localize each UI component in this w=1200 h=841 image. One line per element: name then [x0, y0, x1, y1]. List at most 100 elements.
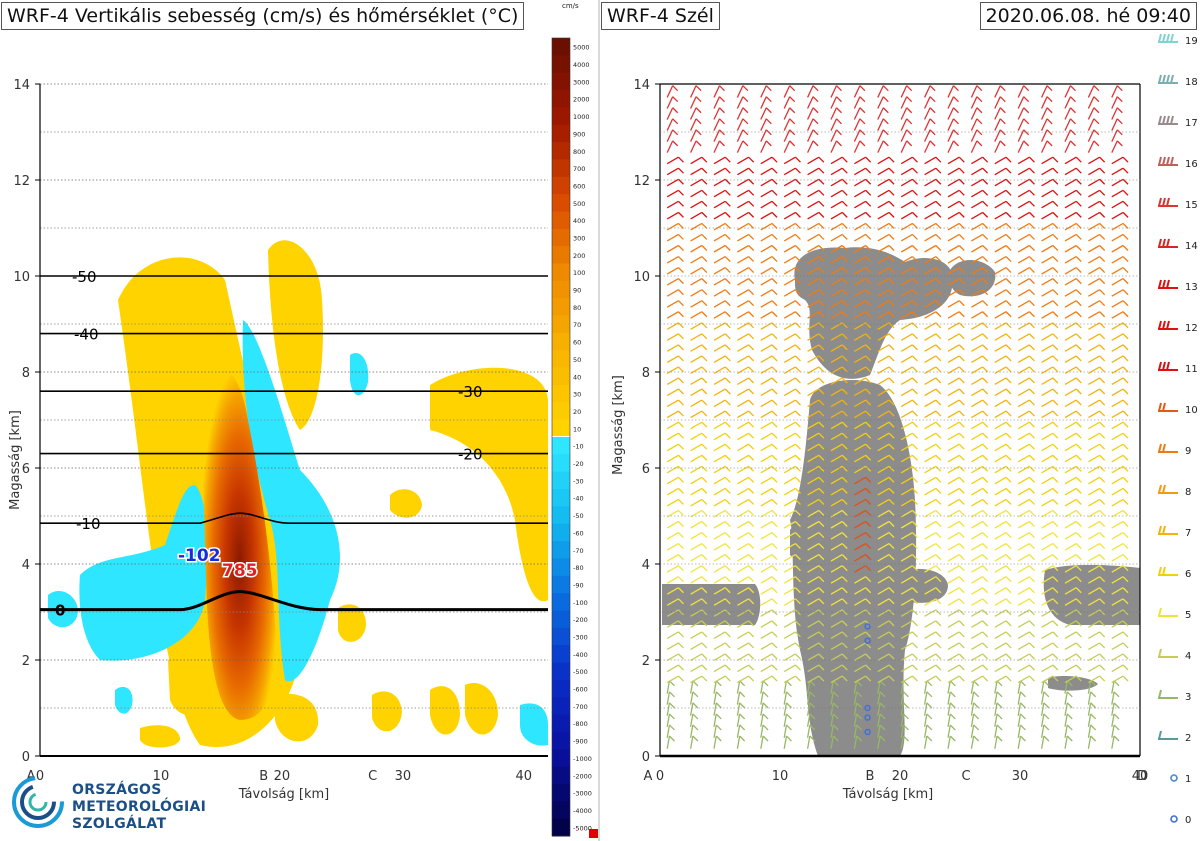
wind-barb-flag	[1099, 543, 1106, 550]
wind-legend-label: 16	[1185, 159, 1198, 170]
wind-barb-flag	[949, 713, 956, 720]
wind-barb-shaft	[1017, 366, 1030, 375]
wind-barb-shaft	[877, 233, 890, 242]
wind-barb-flag	[1028, 333, 1035, 340]
wind-barb-shaft	[713, 713, 717, 727]
wind-barb	[666, 289, 684, 297]
wind-barb-shaft	[1041, 211, 1054, 220]
wind-barb-shaft	[1088, 653, 1100, 662]
wind-barb-shaft	[1064, 388, 1077, 397]
wind-barb-shaft	[877, 724, 881, 738]
wind-barb-shaft	[666, 85, 674, 98]
wind-barb-shaft	[807, 289, 820, 297]
wind-barb-shaft	[1088, 587, 1100, 595]
wind-barb-shaft	[947, 587, 960, 595]
updraft-cell-small-7	[140, 725, 180, 748]
wind-barb-flag	[935, 576, 942, 583]
wind-barb-shaft	[1111, 520, 1124, 529]
wind-barb	[807, 421, 825, 430]
wind-barb-flag	[888, 289, 895, 296]
wind-barb-flag	[1122, 620, 1129, 627]
wind-barb-shaft	[713, 377, 726, 386]
wind-barb-shaft	[994, 96, 1001, 109]
wind-barb-shaft	[971, 211, 983, 220]
wind-barb-flag	[976, 96, 983, 103]
wind-barb-flag	[1099, 377, 1106, 384]
wind-barb	[994, 702, 1003, 716]
wind-barb	[1017, 487, 1035, 496]
wind-barb	[713, 255, 731, 264]
wind-barb-flag	[906, 129, 913, 136]
wind-barb	[1041, 107, 1053, 120]
wind-barb-flag	[701, 664, 708, 671]
wind-barb-flag	[1070, 129, 1076, 136]
wind-barb	[830, 189, 848, 198]
wind-barb	[760, 653, 778, 662]
wind-barb-flag	[1023, 140, 1030, 147]
wind-barb	[783, 311, 801, 319]
colorbar-label: 30	[573, 391, 581, 399]
wind-barb-shaft	[854, 167, 866, 176]
wind-barb	[924, 255, 942, 264]
wind-barb-shaft	[1017, 642, 1030, 651]
wind-barb-flag	[1028, 267, 1035, 274]
wind-barb-shaft	[994, 691, 998, 705]
wind-barb-flag	[748, 222, 755, 229]
wind-barb	[947, 735, 956, 749]
wind-barb	[971, 289, 989, 297]
wind-barb-shaft	[830, 178, 843, 187]
wind-barb	[666, 300, 684, 308]
wind-barb-flag	[724, 620, 731, 627]
wind-barb-shaft	[1017, 344, 1030, 352]
wind-barb-flag	[1019, 735, 1026, 742]
wind-barb-flag	[724, 333, 731, 340]
wind-barb-shaft	[760, 366, 773, 375]
wind-barb-shaft	[1064, 454, 1077, 463]
wind-barb	[924, 344, 942, 352]
wind-barb-flag	[668, 735, 675, 742]
y-tick-label: 4	[22, 558, 30, 573]
wind-barb-shaft	[666, 565, 679, 573]
wind-barb	[1064, 211, 1082, 220]
wind-barb-flag	[1075, 653, 1082, 660]
wind-barb	[830, 498, 848, 507]
wind-barb	[1017, 664, 1035, 673]
wind-barb	[760, 565, 778, 573]
updraft-cell-small-6	[275, 693, 319, 742]
wind-barb	[783, 543, 801, 551]
wind-barb-flag	[973, 735, 980, 742]
wind-barb-flag	[865, 200, 872, 207]
wind-barb-flag	[841, 454, 848, 461]
wind-barb-shaft	[971, 620, 983, 628]
wind-barb	[1111, 565, 1129, 573]
wind-barb	[666, 233, 684, 242]
wind-barb-flag	[701, 576, 708, 583]
wind-barb-flag	[742, 96, 749, 103]
wind-barb-flag	[865, 178, 872, 185]
wind-barb	[994, 465, 1012, 474]
wind-barb-flag	[879, 680, 886, 687]
wind-barb-shaft	[1111, 531, 1124, 540]
colorbar-label: 700	[573, 165, 585, 173]
wind-barb	[760, 267, 778, 275]
wind-barb	[783, 642, 801, 651]
wind-barb-shaft	[830, 255, 843, 264]
wind-barb-shaft	[994, 222, 1007, 231]
wind-barb	[690, 267, 708, 275]
wind-barb	[760, 388, 778, 397]
wind-barb-flag	[865, 278, 872, 285]
wind-barb	[1064, 609, 1082, 617]
wind-barb-flag	[865, 377, 872, 384]
wind-barb-flag	[1075, 399, 1082, 406]
wind-barb-flag	[1099, 388, 1106, 395]
wind-legend-flag	[1162, 197, 1166, 207]
wind-barb-shaft	[783, 278, 796, 286]
wind-barb-flag	[748, 609, 755, 616]
wind-barb-flag	[701, 189, 708, 196]
wind-barb-shaft	[1064, 167, 1077, 176]
wind-barb-flag	[1099, 576, 1106, 583]
wind-barb-shaft	[690, 267, 703, 275]
wind-barb-flag	[724, 609, 731, 616]
wind-barb-flag	[818, 631, 825, 638]
wind-barb	[1041, 311, 1059, 319]
